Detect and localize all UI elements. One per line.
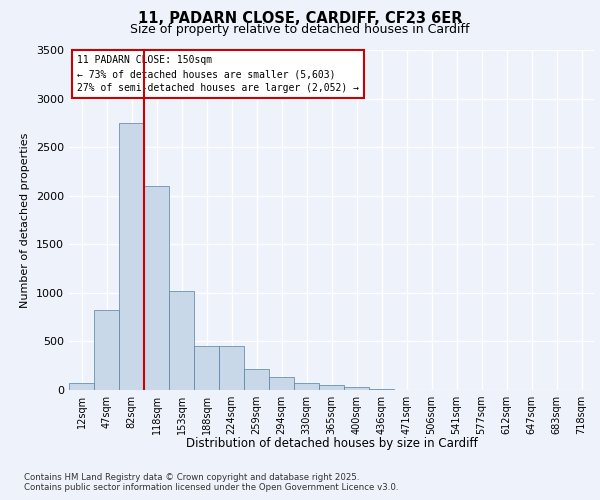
Bar — [194, 346, 219, 390]
Bar — [144, 186, 169, 390]
Bar — [294, 383, 319, 390]
Text: Contains HM Land Registry data © Crown copyright and database right 2025.: Contains HM Land Registry data © Crown c… — [24, 472, 359, 482]
Text: Size of property relative to detached houses in Cardiff: Size of property relative to detached ho… — [130, 22, 470, 36]
X-axis label: Distribution of detached houses by size in Cardiff: Distribution of detached houses by size … — [185, 437, 478, 450]
Text: Contains public sector information licensed under the Open Government Licence v3: Contains public sector information licen… — [24, 484, 398, 492]
Y-axis label: Number of detached properties: Number of detached properties — [20, 132, 31, 308]
Bar — [244, 368, 269, 390]
Bar — [269, 378, 294, 390]
Bar — [69, 383, 94, 390]
Bar — [94, 310, 119, 390]
Text: 11 PADARN CLOSE: 150sqm
← 73% of detached houses are smaller (5,603)
27% of semi: 11 PADARN CLOSE: 150sqm ← 73% of detache… — [77, 55, 359, 93]
Bar — [219, 346, 244, 390]
Bar — [169, 291, 194, 390]
Bar — [319, 385, 344, 390]
Bar — [344, 387, 369, 390]
Bar — [119, 123, 144, 390]
Text: 11, PADARN CLOSE, CARDIFF, CF23 6ER: 11, PADARN CLOSE, CARDIFF, CF23 6ER — [138, 11, 462, 26]
Bar — [369, 389, 394, 390]
